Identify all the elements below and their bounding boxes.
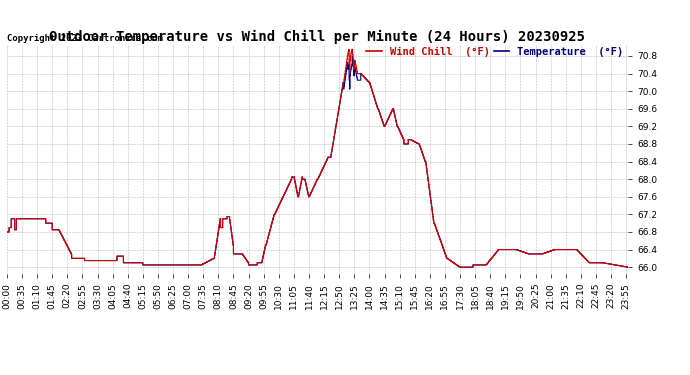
Temperature  (°F) — [415, 142, 423, 146]
Wind Chill  (°F) — [455, 265, 464, 269]
Temperature  (°F) — [551, 247, 559, 252]
Wind Chill  (°F) — [344, 47, 353, 52]
Temperature  (°F) — [3, 230, 11, 234]
Temperature  (°F) — [624, 265, 632, 269]
Temperature  (°F) — [496, 247, 504, 252]
Wind Chill  (°F) — [3, 230, 11, 234]
Wind Chill  (°F) — [210, 253, 219, 258]
Line: Temperature  (°F): Temperature (°F) — [7, 56, 628, 267]
Wind Chill  (°F) — [126, 261, 134, 265]
Wind Chill  (°F) — [496, 247, 504, 252]
Temperature  (°F) — [210, 253, 219, 258]
Temperature  (°F) — [126, 261, 134, 265]
Text: Copyright 2023 Cartronics.com: Copyright 2023 Cartronics.com — [7, 34, 163, 43]
Wind Chill  (°F) — [415, 142, 423, 146]
Line: Wind Chill  (°F): Wind Chill (°F) — [7, 50, 628, 267]
Wind Chill  (°F) — [551, 247, 559, 252]
Wind Chill  (°F) — [624, 265, 632, 269]
Temperature  (°F) — [141, 263, 149, 267]
Temperature  (°F) — [348, 54, 356, 58]
Temperature  (°F) — [455, 265, 464, 269]
Legend: Wind Chill  (°F), Temperature  (°F): Wind Chill (°F), Temperature (°F) — [362, 43, 628, 61]
Title: Outdoor Temperature vs Wind Chill per Minute (24 Hours) 20230925: Outdoor Temperature vs Wind Chill per Mi… — [50, 30, 585, 44]
Wind Chill  (°F) — [141, 263, 149, 267]
